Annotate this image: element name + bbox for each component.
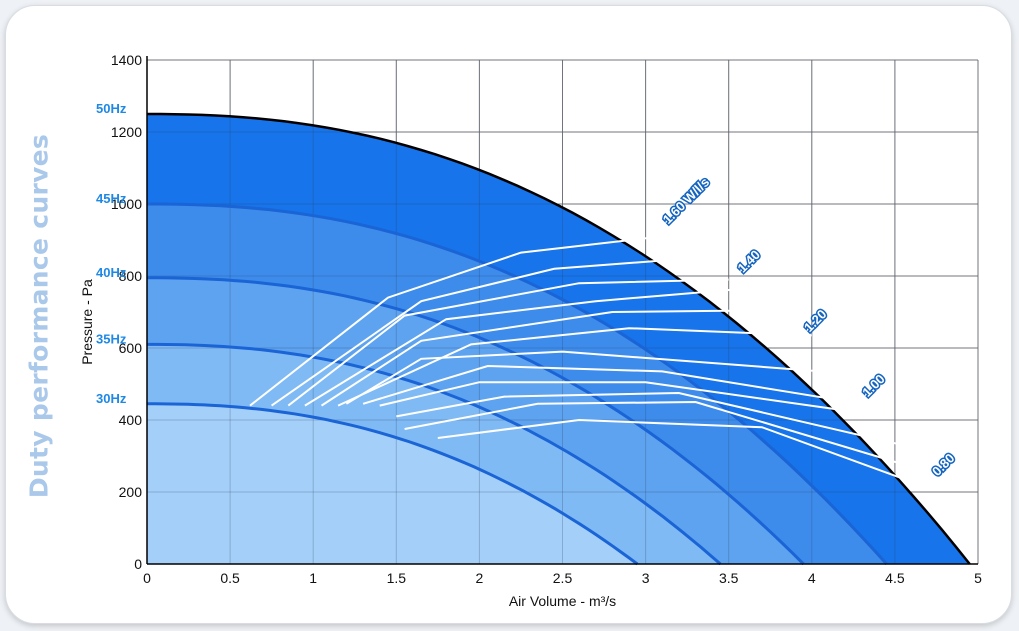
- speed-band-30Hz: [147, 403, 638, 564]
- x-tick-label: 1.5: [387, 570, 407, 586]
- speed-label-35Hz: 35Hz: [96, 331, 127, 346]
- efficiency-line: [337, 327, 812, 407]
- efficiency-line: [249, 235, 663, 407]
- y-tick-label: 400: [119, 412, 143, 428]
- speed-curve-35Hz: [147, 342, 722, 566]
- axes: [146, 56, 978, 565]
- x-tick-label: 1: [309, 570, 317, 586]
- x-tick-label: 5: [974, 570, 982, 586]
- speed-curve-30Hz: [147, 402, 639, 566]
- x-tick-label: 4.5: [885, 570, 905, 586]
- speed-curve-50Hz: [147, 112, 971, 565]
- y-tick-label: 0: [134, 556, 142, 572]
- y-tick-label: 200: [119, 484, 143, 500]
- x-tick-label: 3: [642, 570, 650, 586]
- efficiency-line: [379, 381, 887, 418]
- x-tick-label: 2: [476, 570, 484, 586]
- y-tick-label: 1000: [111, 196, 142, 212]
- x-axis-label: Air Volume - m³/s: [509, 593, 616, 609]
- x-tick-label: 4: [808, 570, 816, 586]
- y-axis-label: Pressure - Pa: [79, 279, 95, 365]
- efficiency-line: [287, 278, 729, 407]
- x-tick-label: 3.5: [719, 570, 739, 586]
- efficiency-line: [320, 309, 779, 407]
- efficiency-line: [437, 418, 921, 486]
- efficiency-line: [271, 257, 696, 407]
- y-tick-label: 1200: [111, 124, 142, 140]
- efficiency-line: [304, 287, 746, 407]
- speed-curve-40Hz: [147, 276, 805, 566]
- y-tick-label: 800: [119, 268, 143, 284]
- y-tick-label: 600: [119, 340, 143, 356]
- y-tick-label: 1400: [111, 52, 142, 68]
- efficiency-line: [404, 400, 912, 468]
- x-tick-label: 0.5: [220, 570, 240, 586]
- x-tick-label: 0: [143, 570, 151, 586]
- efficiency-line: [362, 364, 862, 405]
- x-tick-label: 2.5: [553, 570, 573, 586]
- speed-bands: [146, 59, 979, 565]
- efficiency-line: [396, 391, 904, 447]
- speed-label-30Hz: 30Hz: [96, 391, 127, 406]
- efficiency-line: [345, 350, 846, 405]
- efficiency-lines: [249, 235, 921, 486]
- speed-label-45Hz: 45Hz: [96, 191, 127, 206]
- speed-label-50Hz: 50Hz: [96, 101, 127, 116]
- speed-label-40Hz: 40Hz: [96, 265, 127, 280]
